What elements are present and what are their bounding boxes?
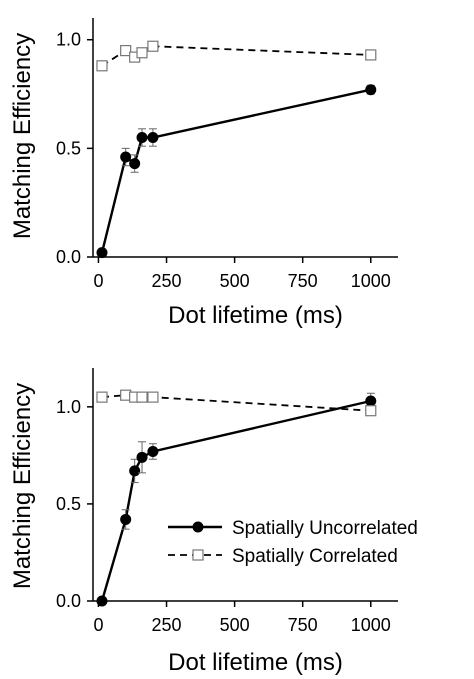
y-tick-label: 0.0 (56, 591, 81, 611)
y-axis-title: Matching Efficiency (9, 383, 36, 589)
y-tick-label: 1.0 (56, 30, 81, 50)
data-point-correlated (96, 60, 108, 72)
data-point-uncorrelated (136, 451, 148, 463)
y-axis-title: Matching Efficiency (9, 33, 36, 239)
data-point-correlated (147, 40, 159, 52)
x-tick-label: 250 (152, 271, 182, 291)
legend-label: Spatially Correlated (232, 546, 398, 567)
x-tick-label: 0 (93, 271, 103, 291)
data-point-uncorrelated (129, 465, 141, 477)
series-line-uncorrelated (100, 88, 372, 253)
x-tick-label: 250 (152, 615, 182, 635)
legend-marker (192, 549, 204, 561)
y-tick-label: 1.0 (56, 397, 81, 417)
data-point-correlated (120, 44, 132, 57)
x-tick-label: 750 (288, 615, 318, 635)
y-tick-label: 0.5 (56, 138, 81, 158)
data-point-uncorrelated (120, 513, 132, 525)
data-point-correlated (365, 405, 377, 417)
x-tick-label: 1000 (351, 271, 391, 291)
x-tick-label: 1000 (351, 615, 391, 635)
legend: Spatially Uncorrelated Spatially Correlat… (168, 518, 418, 567)
y-tick-label: 0.0 (56, 247, 81, 267)
x-tick-label: 500 (220, 615, 250, 635)
data-point-correlated (136, 47, 148, 59)
data-point-correlated (136, 391, 148, 403)
data-point-uncorrelated (129, 158, 141, 170)
data-point-uncorrelated (120, 151, 132, 163)
chart-panel-2: 0.0 0.5 1.0 0 250 500 750 1000 Dot lifetime (ms)… (9, 368, 418, 676)
legend-label: Spatially Uncorrelated (232, 518, 418, 539)
series-line-uncorrelated (100, 399, 372, 602)
x-tick-label: 500 (220, 271, 250, 291)
x-axis-title: Dot lifetime (ms) (168, 302, 343, 329)
data-point-uncorrelated (365, 395, 377, 407)
data-point-uncorrelated (136, 132, 148, 143)
chart-panel-1: 0.0 0.5 1.0 0 250 500 750 1000 Dot lifetime (ms)… (9, 18, 398, 329)
data-point-uncorrelated (365, 84, 377, 96)
x-tick-label: 750 (288, 271, 318, 291)
x-axis-title: Dot lifetime (ms) (168, 649, 343, 676)
data-point-uncorrelated (147, 445, 159, 457)
data-point-uncorrelated (147, 132, 159, 143)
legend-marker (192, 521, 204, 533)
y-tick-label: 0.5 (56, 494, 81, 514)
data-point-uncorrelated (96, 595, 108, 607)
data-point-correlated (96, 391, 108, 403)
data-point-correlated (365, 49, 377, 61)
data-point-correlated (147, 391, 159, 403)
data-point-uncorrelated (96, 247, 108, 259)
x-tick-label: 0 (93, 615, 103, 635)
series-line-correlated (101, 45, 371, 67)
